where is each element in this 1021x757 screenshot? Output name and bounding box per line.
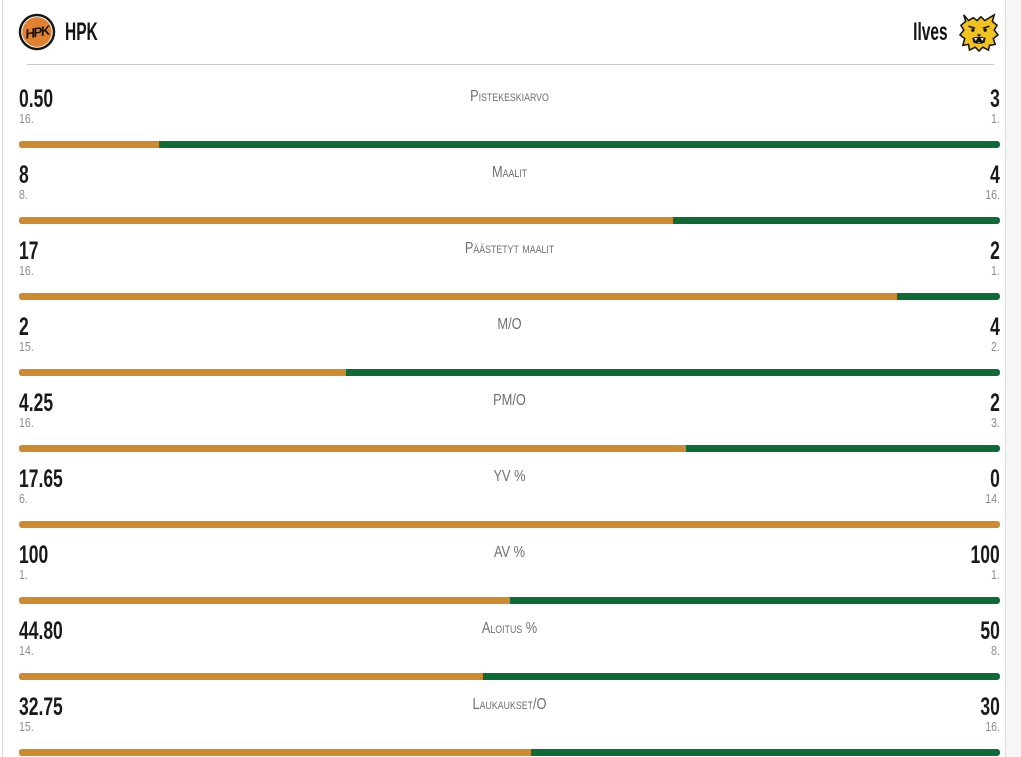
svg-text:HPK: HPK <box>24 22 53 41</box>
home-value: 0.50 <box>19 85 54 113</box>
scrollbar-track[interactable] <box>1005 0 1021 757</box>
header-divider <box>27 64 994 65</box>
away-value: 30 <box>980 693 1000 721</box>
stat-label: Pistekeskiarvo <box>470 88 549 105</box>
home-value: 2 <box>19 313 29 341</box>
home-value: 44.80 <box>19 617 63 645</box>
away-rank: 1. <box>991 567 1000 582</box>
stat-row: 100 AV % 100 1. 1. <box>3 528 1005 604</box>
away-value: 3 <box>990 85 1000 113</box>
home-value: 100 <box>19 541 49 569</box>
home-value: 4.25 <box>19 389 54 417</box>
home-bar-fill <box>19 369 346 376</box>
comparison-bar <box>19 597 1000 604</box>
comparison-bar <box>19 521 1000 528</box>
stat-label: Laukaukset/O <box>472 696 547 713</box>
stat-label: AV % <box>493 544 526 561</box>
away-rank: 1. <box>991 111 1000 126</box>
comparison-bar <box>19 445 1000 452</box>
stat-row: 32.75 Laukaukset/O 30 15. 16. <box>3 680 1005 756</box>
stat-row: 0.50 Pistekeskiarvo 3 16. 1. <box>3 65 1005 148</box>
away-rank: 16. <box>985 187 1000 202</box>
away-value: 2 <box>990 389 1000 417</box>
stat-row: 17.65 YV % 0 6. 14. <box>3 452 1005 528</box>
home-value: 32.75 <box>19 693 63 721</box>
away-team-name: Ilves <box>913 17 948 46</box>
home-rank: 6. <box>19 491 28 506</box>
home-rank: 8. <box>19 187 28 202</box>
away-rank: 14. <box>985 491 1000 506</box>
away-rank: 16. <box>985 719 1000 734</box>
comparison-bar <box>19 217 1000 224</box>
stat-row: 17 Päästetyt maalit 2 16. 1. <box>3 224 1005 300</box>
stat-row: 8 Maalit 4 8. 16. <box>3 148 1005 224</box>
stat-row: 4.25 PM/O 2 16. 3. <box>3 376 1005 452</box>
home-bar-fill <box>19 597 510 604</box>
comparison-bar <box>19 141 1000 148</box>
ilves-logo-icon <box>958 13 1000 52</box>
home-team[interactable]: HPK HPK <box>18 13 118 51</box>
stat-label: YV % <box>493 468 526 485</box>
home-value: 17.65 <box>19 465 63 493</box>
home-bar-fill <box>19 749 532 756</box>
stat-label: Aloitus % <box>481 620 538 637</box>
stat-label: M/O <box>497 316 522 333</box>
away-value: 100 <box>970 541 1000 569</box>
away-value: 4 <box>990 313 1000 341</box>
home-bar-fill <box>19 293 897 300</box>
away-rank: 1. <box>991 263 1000 278</box>
home-value: 8 <box>19 161 29 189</box>
stat-row: 44.80 Aloitus % 50 14. 8. <box>3 604 1005 680</box>
home-rank: 16. <box>19 263 34 278</box>
comparison-bar <box>19 673 1000 680</box>
away-value: 50 <box>980 617 1000 645</box>
away-value: 4 <box>990 161 1000 189</box>
home-bar-fill <box>19 673 483 680</box>
home-team-name: HPK <box>65 17 98 46</box>
matchup-header: HPK HPK Ilves <box>3 0 1005 64</box>
stat-label: PM/O <box>493 392 526 409</box>
comparison-bar <box>19 369 1000 376</box>
away-rank: 3. <box>991 415 1000 430</box>
home-rank: 16. <box>19 415 34 430</box>
home-rank: 1. <box>19 567 28 582</box>
away-rank: 2. <box>991 339 1000 354</box>
stat-label: Maalit <box>491 164 528 181</box>
stat-row: 2 M/O 4 15. 2. <box>3 300 1005 376</box>
home-rank: 14. <box>19 643 34 658</box>
home-bar-fill <box>19 445 687 452</box>
comparison-bar <box>19 293 1000 300</box>
hpk-logo-icon: HPK <box>18 13 56 51</box>
comparison-bar <box>19 749 1000 756</box>
home-bar-fill <box>19 521 1000 528</box>
home-bar-fill <box>19 141 160 148</box>
home-bar-fill <box>19 217 674 224</box>
away-value: 0 <box>990 465 1000 493</box>
away-rank: 8. <box>991 643 1000 658</box>
home-rank: 16. <box>19 111 34 126</box>
home-rank: 15. <box>19 339 34 354</box>
stats-list: 0.50 Pistekeskiarvo 3 16. 1. 8 Maalit 4 … <box>3 65 1005 756</box>
away-team[interactable]: Ilves <box>892 12 1001 52</box>
away-value: 2 <box>990 237 1000 265</box>
home-value: 17 <box>19 237 39 265</box>
stat-label: Päästetyt maalit <box>464 240 555 257</box>
home-rank: 15. <box>19 719 34 734</box>
